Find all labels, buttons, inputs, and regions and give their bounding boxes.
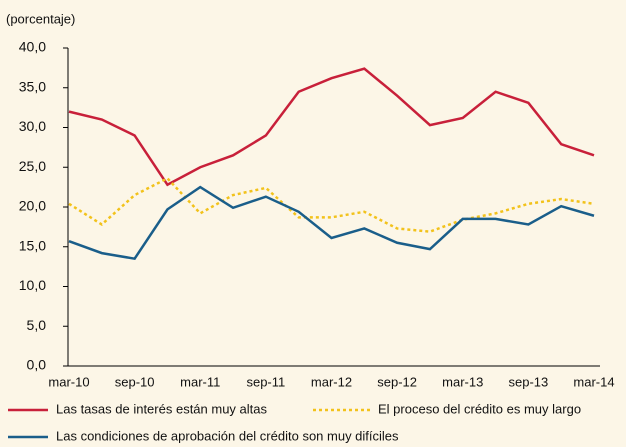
x-tick-label: mar-13 [442, 374, 483, 389]
x-tick-label: sep-12 [377, 374, 417, 389]
y-tick-label: 30,0 [19, 118, 46, 134]
data-line [68, 176, 595, 233]
legend-label: El proceso del crédito es muy largo [378, 401, 581, 416]
y-tick-label: 35,0 [19, 78, 46, 94]
y-axis-label: (porcentaje) [6, 11, 75, 26]
legend-label: Las tasas de interés están muy altas [56, 401, 268, 416]
y-tick-label: 5,0 [27, 317, 47, 333]
data-line [68, 67, 595, 187]
y-tick-label: 20,0 [19, 198, 46, 214]
x-tick-label: mar-11 [180, 374, 220, 389]
data-line [68, 185, 595, 261]
y-tick-label: 25,0 [19, 158, 46, 174]
y-tick-label: 10,0 [19, 277, 46, 293]
legend-label: Las condiciones de aprobación del crédit… [56, 428, 399, 443]
x-tick-label: mar-12 [311, 374, 352, 389]
x-tick-label: sep-10 [115, 374, 155, 389]
y-tick-label: 40,0 [19, 39, 46, 55]
x-tick-label: mar-14 [573, 374, 614, 389]
y-tick-label: 0,0 [27, 357, 47, 373]
x-tick-label: sep-13 [509, 374, 549, 389]
y-tick-label: 15,0 [19, 237, 46, 253]
x-tick-label: sep-11 [246, 374, 285, 389]
x-tick-label: mar-10 [48, 374, 89, 389]
